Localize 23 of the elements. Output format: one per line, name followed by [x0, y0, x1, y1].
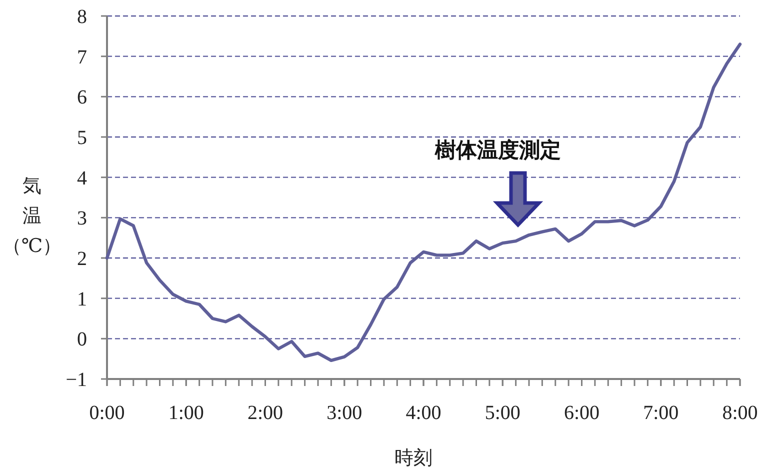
y-tick-label: 3 — [77, 208, 87, 230]
x-tick-label: 0:00 — [89, 402, 125, 424]
x-tick-label: 2:00 — [247, 402, 284, 424]
y-tick-label: 4 — [77, 167, 87, 190]
x-tick-label: 1:00 — [168, 402, 204, 424]
y-axis-title: 気温（℃） — [2, 176, 62, 257]
y-tick-label: 7 — [77, 46, 87, 68]
x-axis-title: 時刻 — [394, 447, 432, 469]
y-tick-label: −1 — [66, 369, 87, 391]
y-tick-label: 0 — [77, 328, 87, 351]
y-tick-label: 8 — [77, 6, 87, 28]
line-series — [105, 42, 742, 362]
x-tick-label: 4:00 — [406, 402, 442, 424]
x-tick-label: 5:00 — [484, 402, 520, 424]
x-tick-label: 6:00 — [564, 402, 600, 424]
y-tick-label: 1 — [77, 288, 87, 310]
x-tick-label: 8:00 — [722, 402, 758, 424]
x-tick-label: 3:00 — [326, 402, 362, 424]
x-tick-label: 7:00 — [643, 402, 679, 424]
annotation: 樹体温度測定 — [434, 138, 561, 162]
y-tick-label: 2 — [77, 248, 87, 270]
y-tick-label: 5 — [77, 127, 87, 149]
y-tick-label: 6 — [77, 86, 87, 109]
